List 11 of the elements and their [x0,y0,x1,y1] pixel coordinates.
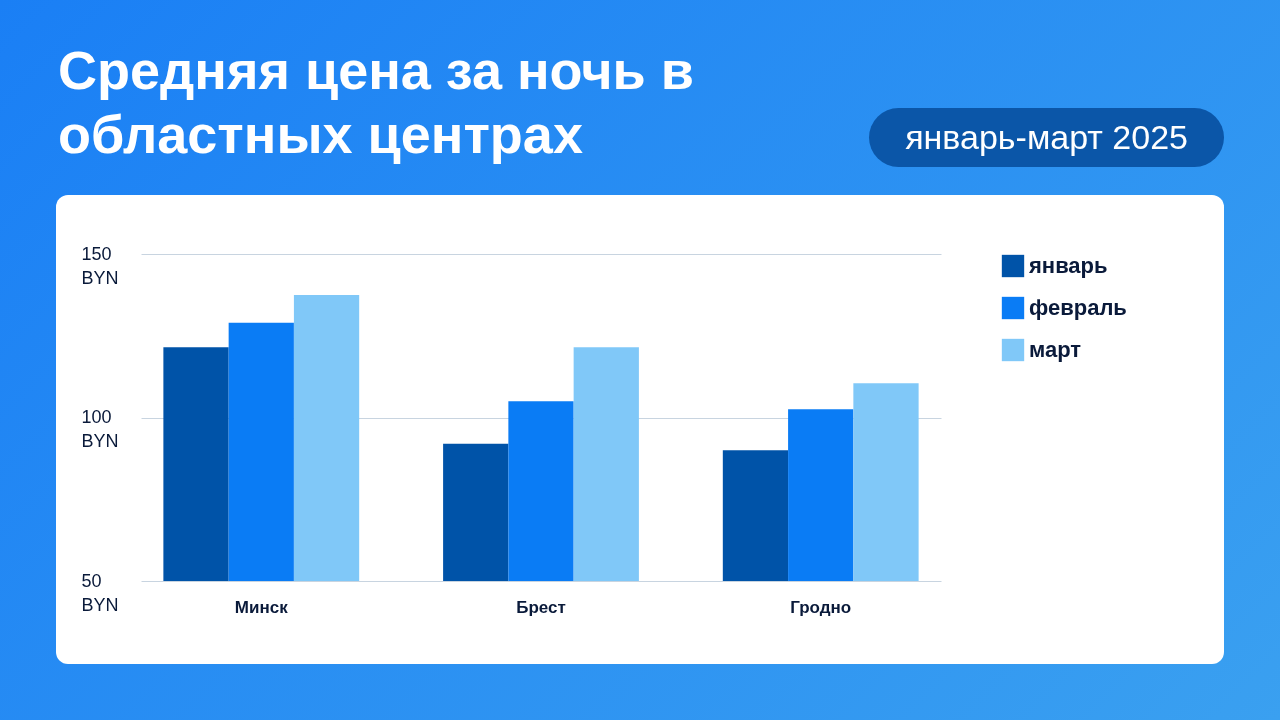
legend-label: январь [1028,253,1108,278]
legend-label: февраль [1029,295,1127,320]
text: январь-март 2025 [869,108,1224,167]
y-tick-label: 100 BYN [81,407,119,451]
x-tick-label: Минск [234,597,289,617]
x-tick-label: Гродно [790,597,852,617]
y-tick-label: 50 BYN [81,570,119,615]
x-tick-label: Брест [516,597,566,617]
chart-title: Средняя цена за ночь в областных центрах [58,39,695,166]
y-tick-label: 150 BYN [81,243,119,288]
legend-label: март [1029,337,1082,362]
